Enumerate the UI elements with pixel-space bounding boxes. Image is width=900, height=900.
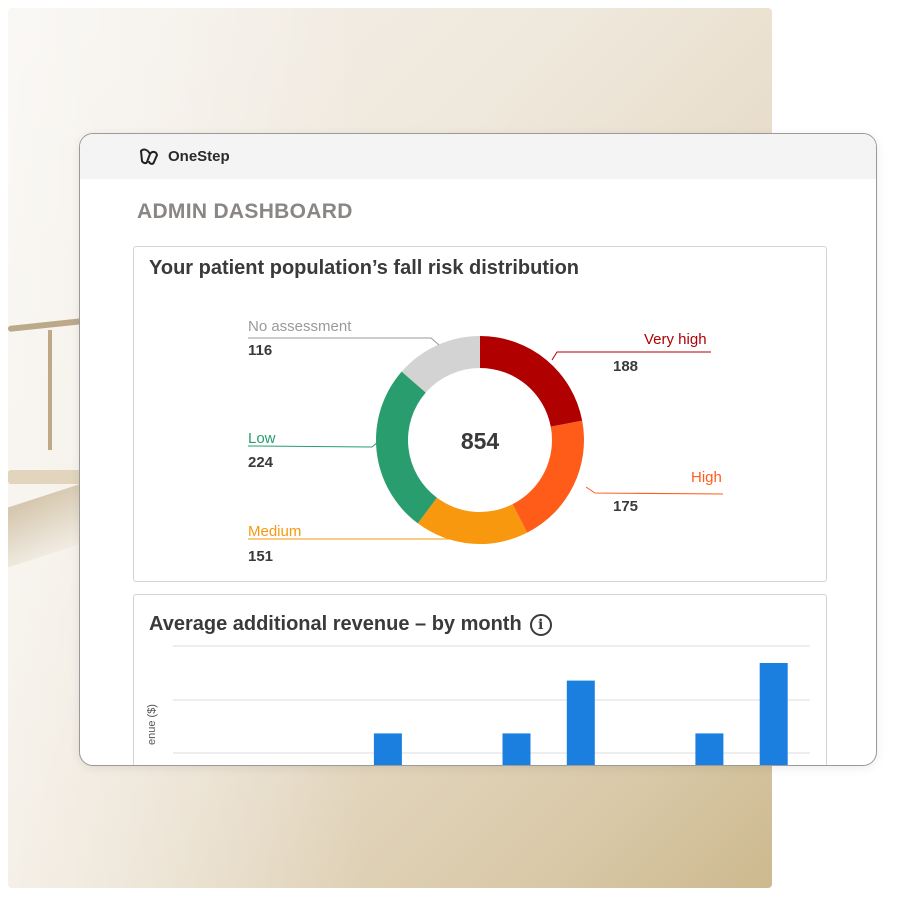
revenue-title-row: Average additional revenue – by month i: [149, 613, 552, 636]
revenue-bar[interactable]: [373, 733, 402, 766]
page-title: ADMIN DASHBOARD: [137, 200, 353, 223]
fall-risk-card: Your patient population’s fall risk dist…: [133, 246, 827, 582]
legend-label-medium: Medium: [248, 523, 302, 540]
legend-count-low: 224: [248, 454, 274, 471]
leader-line-medium: [248, 538, 467, 542]
legend-count-high: 175: [613, 498, 639, 515]
fall-risk-title: Your patient population’s fall risk dist…: [149, 257, 580, 279]
revenue-card: Average additional revenue – by month i …: [133, 594, 827, 766]
legend-label-no-assessment: No assessment: [248, 318, 352, 335]
fall-risk-donut-chart: 854: [247, 336, 724, 544]
revenue-title: Average additional revenue – by month: [149, 613, 522, 635]
brand-name: OneStep: [168, 148, 230, 165]
revenue-bar[interactable]: [502, 733, 531, 766]
leader-line-low: [247, 441, 379, 448]
donut-slice-very-high[interactable]: [480, 336, 583, 427]
legend-count-no-assessment: 116: [248, 342, 273, 359]
total-patients-count: 854: [461, 428, 500, 454]
legend-label-very-high: Very high: [644, 331, 707, 348]
revenue-bar[interactable]: [695, 733, 724, 766]
legend-label-high: High: [691, 469, 722, 486]
legend-label-low: Low: [248, 430, 276, 447]
top-bar: OneStep: [80, 134, 876, 179]
onestep-logo-icon: [139, 148, 159, 165]
revenue-bar[interactable]: [759, 663, 788, 766]
legend-count-medium: 151: [248, 548, 274, 565]
donut-slice-medium[interactable]: [417, 497, 528, 544]
revenue-bar[interactable]: [566, 680, 595, 766]
dashboard-window: OneStep ADMIN DASHBOARD Your patient pop…: [79, 133, 877, 766]
revenue-bar-chart: [173, 645, 810, 766]
leader-line-no-assessment: [248, 337, 440, 346]
y-axis-label: enue ($): [146, 704, 158, 745]
leader-line-very-high: [551, 351, 711, 361]
donut-slice-no-assessment[interactable]: [401, 336, 480, 393]
info-icon[interactable]: i: [529, 613, 552, 636]
logo[interactable]: OneStep: [138, 147, 230, 167]
leader-line-high: [585, 486, 724, 495]
donut-slice-low[interactable]: [376, 371, 437, 524]
donut-slice-high[interactable]: [512, 420, 584, 533]
legend-count-very-high: 188: [613, 358, 639, 375]
